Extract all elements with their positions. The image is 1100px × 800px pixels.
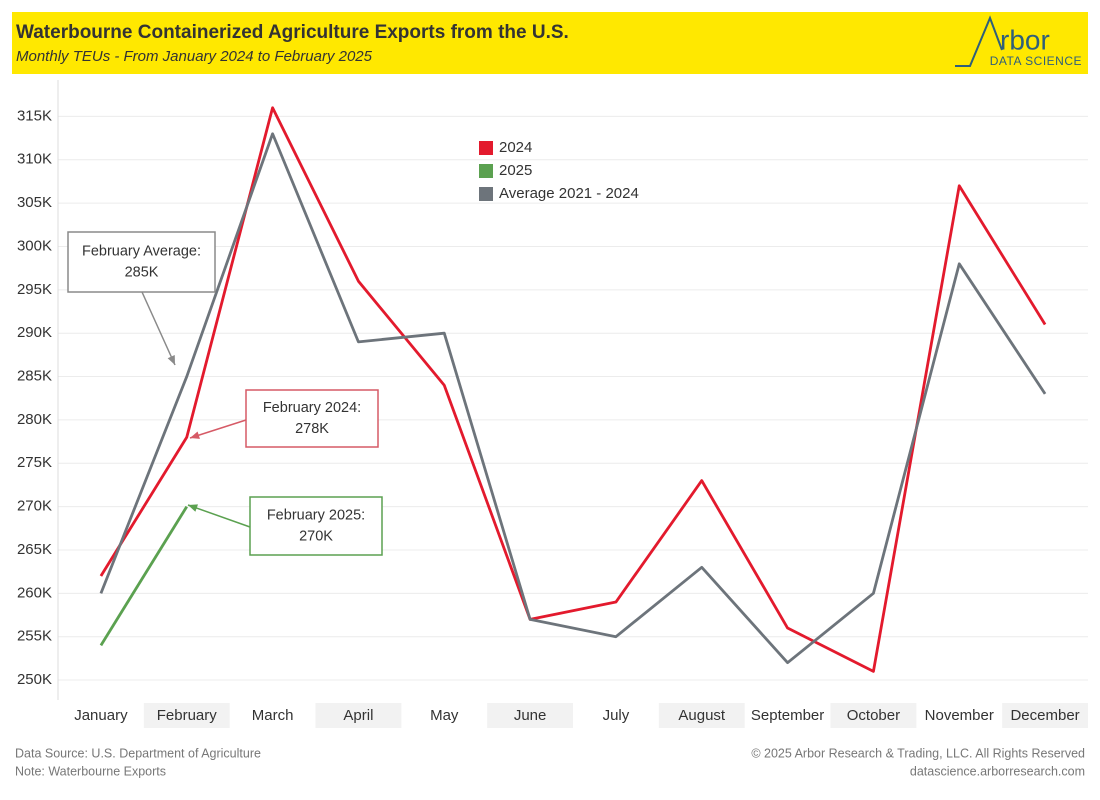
annotation-text: February 2024: — [263, 400, 361, 416]
y-tick-label: 255K — [17, 628, 52, 645]
x-tick-label: June — [514, 707, 547, 724]
footer-source: Data Source: U.S. Department of Agricult… — [15, 746, 261, 760]
x-tick-label: October — [847, 707, 900, 724]
annotation-text: 270K — [299, 528, 333, 544]
footer-note: Note: Waterbourne Exports — [15, 764, 166, 778]
annotation-arrowhead — [188, 504, 198, 512]
x-label-band — [315, 703, 402, 728]
annotation: February 2025: 270K — [187, 496, 383, 556]
y-tick-label: 285K — [17, 368, 52, 385]
annotation-box — [245, 389, 379, 448]
legend-label: 2024 — [499, 139, 532, 156]
annotation: February 2024: 278K — [189, 389, 379, 448]
y-tick-label: 290K — [17, 324, 52, 341]
x-label-band — [487, 703, 573, 728]
x-tick-label: April — [343, 707, 373, 724]
chart-subtitle: Monthly TEUs - From January 2024 to Febr… — [16, 48, 373, 65]
y-tick-label: 305K — [17, 194, 52, 211]
chart-title: Waterbourne Containerized Agriculture Ex… — [16, 22, 569, 43]
y-tick-label: 250K — [17, 671, 52, 688]
annotation-text: February Average: — [82, 243, 201, 259]
annotation-box — [67, 231, 216, 293]
x-label-band — [830, 703, 917, 728]
x-label-band — [658, 703, 745, 728]
x-label-band — [1002, 703, 1088, 728]
annotation-text: 285K — [125, 264, 159, 280]
x-label-band — [143, 703, 230, 728]
legend-label: Average 2021 - 2024 — [499, 185, 639, 202]
annotation-text: 278K — [295, 421, 329, 437]
x-tick-label: July — [603, 707, 630, 724]
logo-mark — [955, 15, 1003, 67]
logo: rbor DATA SCIENCE — [955, 15, 1082, 68]
y-tick-label: 270K — [17, 498, 52, 515]
y-tick-label: 265K — [17, 541, 52, 558]
series-line — [99, 505, 188, 647]
legend-swatch — [479, 187, 493, 201]
y-tick-label: 295K — [17, 281, 52, 298]
annotation-arrow — [187, 504, 251, 528]
series-line — [99, 132, 1047, 665]
header-band — [12, 12, 1088, 74]
annotation-arrow — [141, 291, 176, 366]
footer-copyright: © 2025 Arbor Research & Trading, LLC. Al… — [751, 746, 1085, 760]
x-tick-label: February — [157, 707, 218, 724]
y-tick-label: 310K — [17, 151, 52, 168]
annotation-text: February 2025: — [267, 507, 365, 523]
logo-tagline: DATA SCIENCE — [990, 54, 1082, 68]
x-tick-label: September — [751, 707, 824, 724]
legend-label: 2025 — [499, 162, 532, 179]
legend-swatch — [479, 164, 493, 178]
legend-swatch — [479, 141, 493, 155]
annotation: February Average: 285K — [67, 231, 216, 366]
x-tick-label: January — [74, 707, 128, 724]
x-tick-label: November — [925, 707, 994, 724]
annotation-box — [249, 496, 383, 556]
logo-name: rbor — [1000, 24, 1050, 55]
y-tick-label: 315K — [17, 107, 52, 124]
annotation-arrowhead — [190, 431, 200, 439]
footer-url: datascience.arborresearch.com — [910, 764, 1085, 778]
x-tick-label: May — [430, 707, 459, 724]
y-tick-label: 260K — [17, 584, 52, 601]
y-tick-label: 275K — [17, 454, 52, 471]
x-tick-label: August — [678, 707, 726, 724]
y-tick-label: 280K — [17, 411, 52, 428]
annotation-arrowhead — [167, 355, 175, 365]
y-tick-label: 300K — [17, 237, 52, 254]
x-tick-label: December — [1010, 707, 1079, 724]
annotation-arrow — [189, 419, 247, 439]
x-tick-label: March — [252, 707, 294, 724]
series-line — [99, 106, 1047, 673]
